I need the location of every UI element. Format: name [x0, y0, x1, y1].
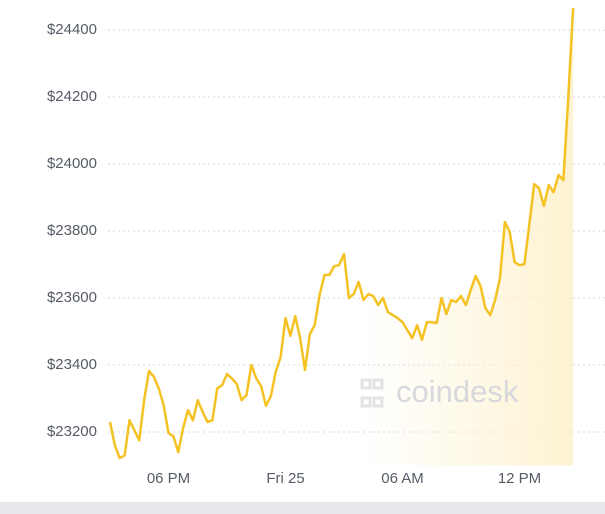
watermark-icon: [372, 378, 384, 390]
x-tick-label: 06 PM: [147, 470, 190, 487]
watermark: [360, 378, 384, 408]
watermark-icon: [360, 378, 372, 390]
y-tick-label: $23800: [47, 222, 97, 239]
y-tick-label: $24000: [47, 155, 97, 172]
plot-area: $23200 $23400 $23600 $23800 $24000 $24200 $244…: [47, 7, 605, 487]
y-tick-label: $23200: [47, 423, 97, 440]
y-tick-label: $24200: [47, 88, 97, 105]
x-tick-label: 06 AM: [381, 470, 424, 487]
x-tick-label: Fri 25: [266, 470, 304, 487]
watermark-text: coindesk: [396, 374, 519, 409]
y-tick-label: $23400: [47, 356, 97, 373]
y-tick-label: $24400: [47, 21, 97, 38]
price-line: [108, 7, 575, 460]
x-tick-label: 12 PM: [498, 470, 541, 487]
bottom-bar: [0, 502, 605, 514]
area-fill: [110, 7, 574, 466]
watermark-icon: [372, 396, 384, 408]
y-tick-label: $23600: [47, 289, 97, 306]
watermark-icon: [360, 396, 372, 408]
